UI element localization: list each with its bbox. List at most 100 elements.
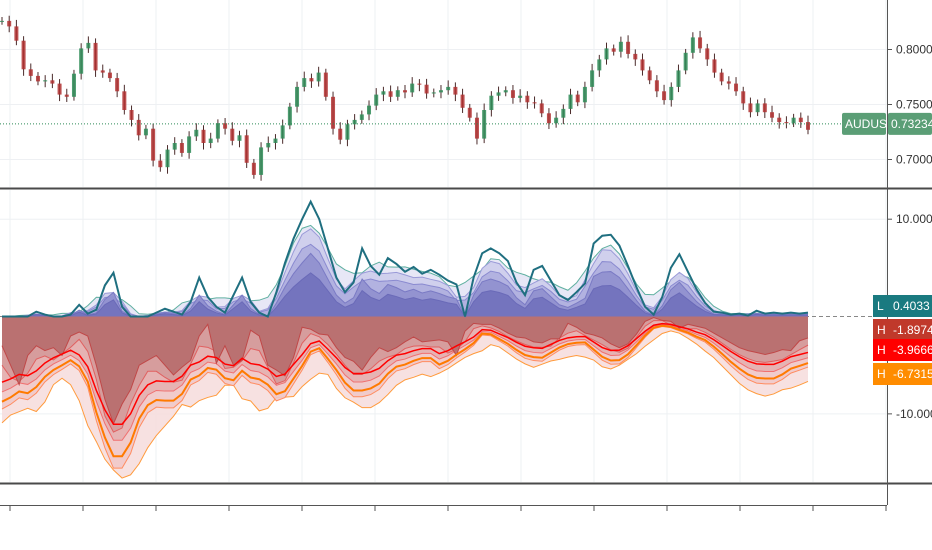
candle: [640, 53, 645, 76]
candle-body: [604, 48, 609, 60]
candle: [86, 36, 91, 53]
osc-value-tag-prefix: H: [877, 323, 886, 337]
candle-body: [194, 129, 199, 137]
candle: [554, 111, 559, 128]
candle: [172, 137, 177, 155]
candle-body: [35, 75, 40, 82]
candle: [122, 84, 127, 115]
candle: [546, 108, 551, 130]
candle-body: [374, 94, 379, 106]
candle-body: [201, 129, 206, 143]
candle: [518, 89, 523, 103]
last-price-label: 0.73234: [891, 117, 932, 131]
osc-value-tag-prefix: L: [877, 299, 884, 313]
candle-body: [482, 110, 487, 139]
candle: [510, 85, 515, 104]
candle-body: [179, 143, 184, 153]
candle-body: [172, 143, 177, 150]
candle: [791, 113, 796, 128]
candle: [194, 123, 199, 141]
candle-body: [266, 143, 271, 148]
candle: [93, 38, 98, 77]
candle-body: [460, 94, 465, 108]
candle-body: [719, 72, 724, 82]
candle-body: [338, 128, 343, 140]
candle: [539, 99, 544, 118]
candle-body: [539, 103, 544, 114]
candle-body: [597, 59, 602, 71]
candle-body: [662, 91, 667, 101]
candle: [64, 88, 69, 102]
candle: [726, 76, 731, 90]
candle: [381, 86, 386, 102]
candle-body: [122, 91, 127, 110]
candle: [798, 112, 803, 128]
candle: [201, 125, 206, 150]
candle: [302, 71, 307, 92]
candle: [424, 78, 429, 99]
candle-body: [71, 73, 76, 97]
candle-body: [690, 37, 695, 53]
candle: [741, 86, 746, 110]
candle-body: [726, 81, 731, 84]
candle: [590, 63, 595, 92]
candle: [604, 42, 609, 65]
candle: [611, 44, 616, 56]
candle-body: [755, 103, 760, 113]
candle: [453, 82, 458, 102]
candle-body: [215, 123, 220, 139]
candle-body: [316, 72, 321, 82]
candle-body: [568, 94, 573, 109]
osc-value-tag: [873, 295, 932, 317]
candle: [115, 72, 120, 98]
candle: [309, 73, 314, 88]
candle: [719, 68, 724, 86]
candle-body: [734, 83, 739, 92]
negative-outer-line: [1, 324, 809, 458]
candle: [698, 30, 703, 53]
candle: [647, 66, 652, 85]
candle-body: [777, 117, 782, 123]
candle: [374, 88, 379, 111]
candle: [215, 119, 220, 143]
candle-body: [43, 80, 48, 82]
candle: [482, 103, 487, 144]
candle: [295, 81, 300, 113]
symbol-label: AUDUSD: [845, 117, 896, 131]
candle-body: [546, 113, 551, 124]
candle: [316, 66, 321, 87]
candle: [14, 19, 19, 46]
candle: [762, 98, 767, 119]
candle: [259, 142, 264, 181]
candle-body: [187, 136, 192, 153]
candle: [532, 96, 537, 109]
candle-body: [115, 78, 120, 92]
candle-body: [208, 138, 213, 143]
candle: [410, 77, 415, 97]
candle: [352, 114, 357, 130]
candle-body: [446, 86, 451, 91]
positive-outer-line: [2, 199, 809, 318]
last-price-tag: [888, 112, 932, 135]
candle-body: [295, 86, 300, 107]
candle: [338, 122, 343, 145]
candle-body: [403, 90, 407, 93]
candle: [208, 132, 213, 149]
candle: [57, 79, 62, 102]
candle-body: [798, 117, 803, 123]
candle-body: [136, 119, 141, 136]
candle: [626, 35, 631, 59]
candle: [734, 77, 739, 96]
candle: [712, 53, 717, 78]
candle: [237, 130, 242, 148]
candle-body: [14, 26, 19, 41]
candle-body: [93, 42, 98, 71]
candle: [21, 36, 26, 76]
negative-area-layer: [2, 316, 808, 424]
candle: [100, 64, 105, 78]
